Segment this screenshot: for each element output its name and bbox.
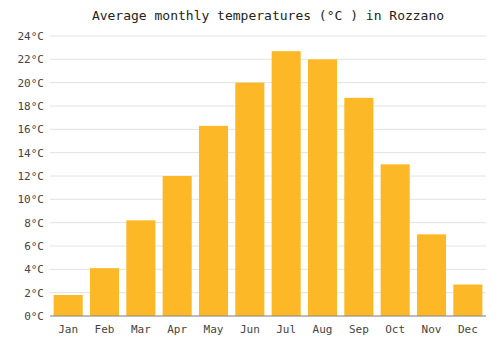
y-tick-label: 0°C: [24, 310, 44, 323]
grid-line: [50, 222, 486, 223]
bar: [308, 59, 337, 316]
bar: [199, 126, 228, 316]
bar: [272, 51, 301, 316]
y-tick-label: 8°C: [24, 217, 44, 230]
bar: [344, 98, 373, 316]
y-tick-label: 24°C: [18, 30, 45, 43]
x-tick-label: Dec: [458, 323, 478, 336]
title: Average monthly temperatures (°C ) in Ro…: [92, 8, 444, 23]
chart: Average monthly temperatures (°C ) in Ro…: [0, 0, 500, 350]
grid-line: [50, 106, 486, 107]
y-tick-label: 4°C: [24, 263, 44, 276]
grid-line: [50, 176, 486, 177]
grid-line: [50, 129, 486, 130]
y-tick-label: 2°C: [24, 287, 44, 300]
x-tick-label: Jan: [58, 323, 78, 336]
bars: [54, 51, 483, 316]
bar: [54, 295, 83, 316]
x-tick-label: Oct: [385, 323, 405, 336]
bar: [417, 234, 446, 316]
x-tick-label: Feb: [95, 323, 115, 336]
bar: [163, 176, 192, 316]
x-tick-label: Nov: [422, 323, 442, 336]
grid-line: [50, 82, 486, 83]
grid-line: [50, 199, 486, 200]
y-tick-label: 18°C: [18, 100, 45, 113]
grid-line: [50, 36, 486, 37]
x-tick-label: Jul: [276, 323, 296, 336]
y-tick-label: 20°C: [18, 77, 45, 90]
x-tick-label: Apr: [167, 323, 187, 336]
x-tick-label: May: [204, 323, 224, 336]
bar: [235, 83, 264, 316]
x-tick-label: Sep: [349, 323, 369, 336]
grid: [50, 36, 486, 316]
grid-line: [50, 59, 486, 60]
bar: [90, 268, 119, 316]
chart-container: Average monthly temperatures (°C ) in Ro…: [0, 0, 500, 350]
grid-line: [50, 152, 486, 153]
x-tick-label: Jun: [240, 323, 260, 336]
y-tick-label: 6°C: [24, 240, 44, 253]
x-tick-label: Mar: [131, 323, 151, 336]
y-tick-label: 12°C: [18, 170, 45, 183]
y-tick-label: 22°C: [18, 53, 45, 66]
bar: [126, 220, 155, 316]
y-tick-label: 10°C: [18, 193, 45, 206]
grid-line: [50, 316, 486, 317]
bar: [453, 285, 482, 317]
y-tick-label: 16°C: [18, 123, 45, 136]
bar: [381, 164, 410, 316]
x-axis-line: [50, 316, 486, 317]
y-tick-label: 14°C: [18, 147, 45, 160]
x-tick-label: Aug: [313, 323, 333, 336]
